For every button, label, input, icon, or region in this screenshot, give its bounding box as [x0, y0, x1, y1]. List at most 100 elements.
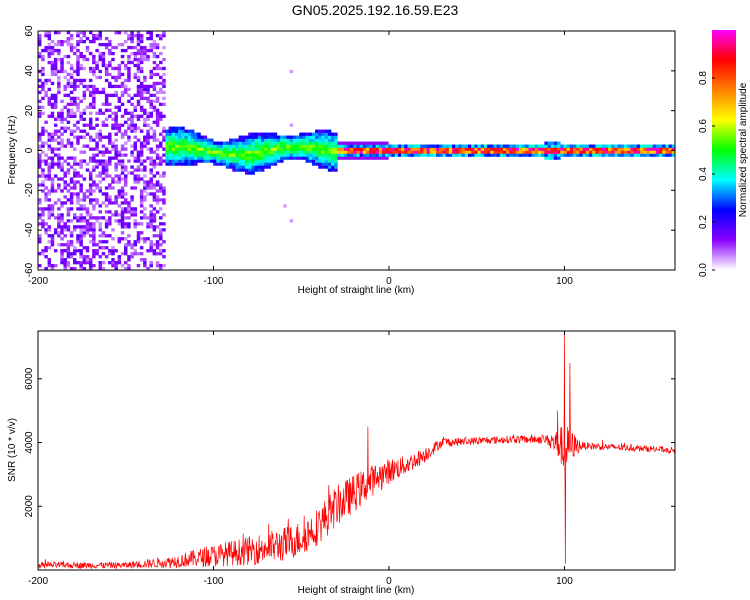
heatmap-cell: [162, 153, 166, 157]
heatmap-cell: [114, 105, 118, 109]
heatmap-cell: [225, 156, 230, 160]
heatmap-cell: [671, 150, 676, 154]
heatmap-cell: [194, 147, 198, 151]
heatmap-cell: [127, 123, 131, 127]
heatmap-cell: [60, 237, 64, 241]
heatmap-cell: [171, 129, 176, 133]
heatmap-cell: [624, 153, 628, 157]
heatmap-cell: [162, 138, 166, 142]
heatmap-cell: [60, 39, 64, 44]
heatmap-cell: [92, 225, 96, 229]
heatmap-cell: [120, 231, 125, 235]
heatmap-cell: [209, 138, 214, 142]
heatmap-cell: [318, 147, 322, 151]
heatmap-cell: [159, 90, 163, 95]
heatmap-cell: [184, 162, 188, 166]
heatmap-cell: [238, 153, 243, 157]
heatmap-cell: [490, 153, 494, 157]
heatmap-cell: [149, 69, 153, 74]
heatmap-cell: [200, 141, 204, 145]
heatmap-cell: [69, 240, 74, 244]
heatmap-cell: [245, 159, 249, 163]
heatmap-cell: [92, 54, 96, 59]
heatmap-cell: [614, 150, 618, 154]
heatmap-cell: [120, 123, 125, 127]
heatmap-cell: [133, 51, 138, 56]
heatmap-cell: [136, 69, 141, 74]
heatmap-cell: [152, 54, 157, 59]
heatmap-cell: [73, 228, 77, 232]
heatmap-cell: [573, 144, 577, 148]
heatmap-cell: [95, 123, 99, 127]
heatmap-cell: [229, 141, 233, 145]
heatmap-cell: [104, 219, 109, 223]
heatmap-cell: [82, 150, 87, 154]
heatmap-cell: [57, 162, 61, 166]
heatmap-cell: [73, 159, 77, 163]
heatmap-cell: [127, 138, 131, 142]
heatmap-cell: [305, 144, 310, 148]
heatmap-cell: [219, 153, 224, 157]
heatmap-cell: [47, 189, 52, 193]
heatmap-cell: [139, 84, 144, 89]
heatmap-cell: [104, 78, 109, 83]
heatmap-cell: [260, 138, 265, 142]
heatmap-cell: [111, 252, 115, 256]
heatmap-cell: [120, 102, 125, 106]
heatmap-cell: [108, 216, 112, 220]
heatmap-cell: [152, 99, 157, 103]
heatmap-cell: [136, 63, 141, 68]
heatmap-cell: [547, 153, 552, 157]
heatmap-cell: [60, 213, 64, 217]
heatmap-cell: [92, 99, 96, 103]
heatmap-cell: [159, 75, 163, 80]
heatmap-cell: [273, 150, 278, 154]
heatmap-cell: [149, 45, 153, 50]
heatmap-cell: [436, 144, 440, 148]
heatmap-cell: [101, 171, 106, 175]
heatmap-cell: [127, 135, 131, 139]
heatmap-cell: [213, 153, 217, 157]
heatmap-cell: [98, 255, 102, 259]
heatmap-cell: [130, 165, 134, 169]
heatmap-cell: [111, 144, 115, 148]
heatmap-cell: [159, 159, 163, 163]
heatmap-cell: [222, 162, 227, 166]
heatmap-cell: [104, 72, 109, 77]
heatmap-cell: [162, 84, 166, 89]
heatmap-cell: [82, 39, 87, 44]
heatmap-cell: [73, 225, 77, 229]
heatmap-cell: [38, 111, 42, 115]
heatmap-cell: [324, 132, 329, 136]
heatmap-cell: [385, 144, 389, 148]
heatmap-cell: [120, 213, 125, 217]
heatmap-cell: [238, 135, 243, 139]
heatmap-cell: [553, 156, 558, 160]
heatmap-cell: [238, 144, 243, 148]
heatmap-cell: [321, 165, 325, 169]
heatmap-cell: [181, 129, 185, 133]
heatmap-cell: [216, 144, 220, 148]
heatmap-cell: [649, 153, 653, 157]
heatmap-cell: [553, 147, 558, 151]
heatmap-cell: [315, 147, 319, 151]
heatmap-cell: [47, 45, 52, 50]
heatmap-cell: [69, 141, 74, 145]
heatmap-cell: [146, 237, 150, 241]
heatmap-cell: [111, 51, 115, 56]
heatmap-cell: [53, 96, 58, 101]
heatmap-cell: [149, 36, 153, 41]
heatmap-cell: [88, 225, 93, 229]
heatmap-cell: [493, 147, 497, 151]
heatmap-cell: [117, 219, 122, 223]
heatmap-cell: [162, 198, 166, 202]
heatmap-cell: [111, 213, 115, 217]
heatmap-cell: [82, 207, 87, 211]
heatmap-cell: [114, 78, 118, 83]
heatmap-cell: [671, 147, 676, 151]
heatmap-cell: [92, 69, 96, 74]
heatmap-cell: [53, 93, 58, 98]
heatmap-cell: [38, 132, 42, 136]
heatmap-cell: [133, 159, 138, 163]
heatmap-cell: [426, 153, 431, 157]
